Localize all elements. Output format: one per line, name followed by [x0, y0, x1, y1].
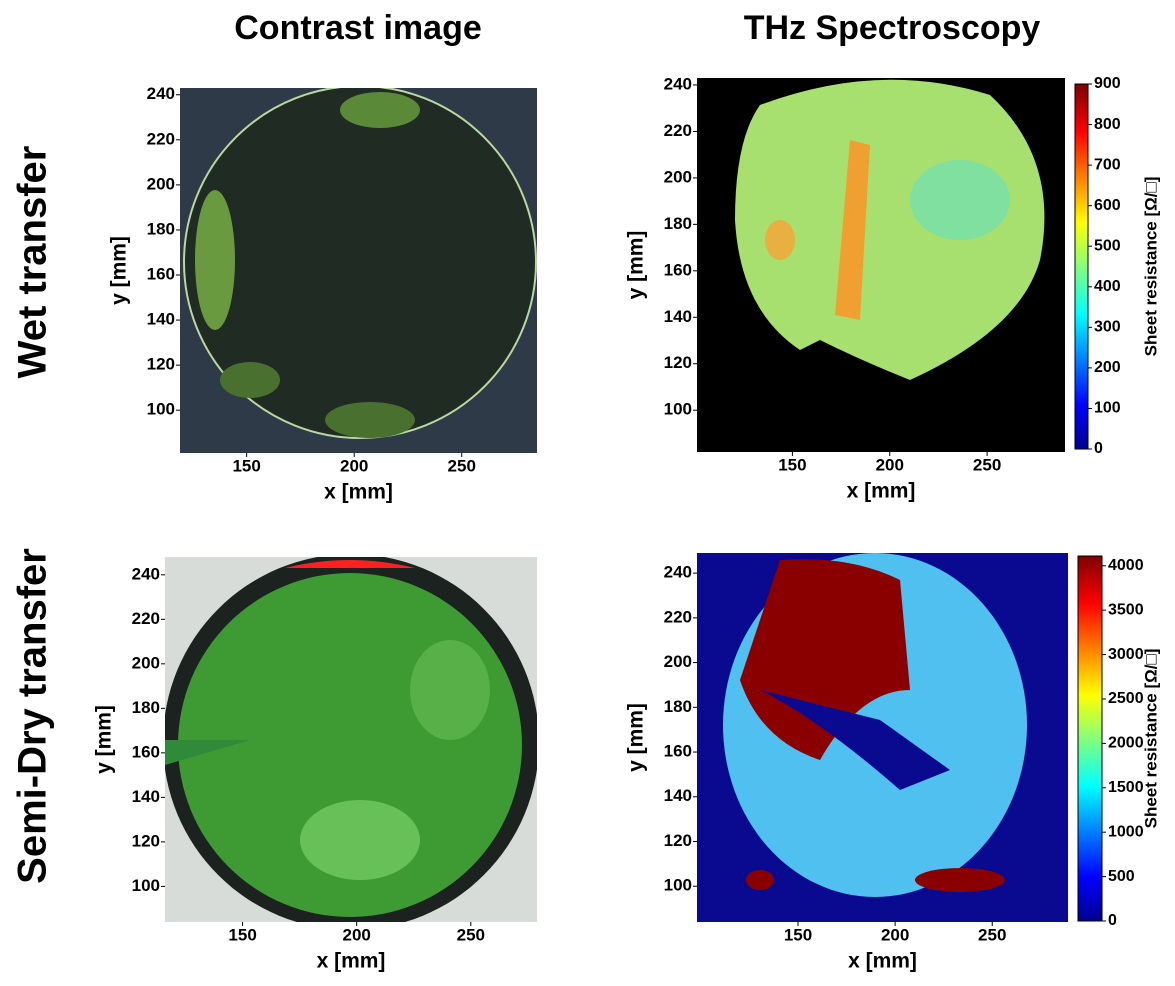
y-tick-label: 160 [664, 742, 692, 761]
y-tick-label: 240 [132, 564, 160, 583]
colorbar-tick-label: 200 [1094, 359, 1121, 376]
y-tick-label: 120 [664, 831, 692, 850]
x-tick-label: 250 [448, 456, 476, 475]
colorbar-tick-label: 0 [1094, 440, 1103, 457]
colorbar-tick-label: 500 [1094, 237, 1121, 254]
y-tick-label: 180 [664, 697, 692, 716]
x-axis-label: x [mm] [848, 950, 917, 973]
y-tick-label: 240 [664, 563, 692, 582]
colorbar [1074, 83, 1089, 450]
y-axis-label: y [mm] [108, 236, 131, 305]
x-tick-label: 250 [457, 925, 485, 944]
colorbar-label: Sheet resistance [Ω/□] [1141, 177, 1160, 357]
thz-map [697, 553, 1068, 922]
y-tick-label: 160 [132, 742, 160, 761]
colorbar-tick-label: 1000 [1108, 823, 1144, 840]
y-axis-label: y [mm] [625, 703, 648, 772]
y-tick-label: 100 [664, 400, 692, 419]
y-tick-label: 220 [132, 609, 160, 628]
x-tick-label: 150 [232, 456, 260, 475]
y-tick-label: 120 [132, 831, 160, 850]
y-tick-label: 200 [147, 174, 175, 193]
column-title: Contrast image [234, 9, 482, 47]
colorbar-tick-label: 4000 [1108, 557, 1144, 574]
x-tick-label: 150 [778, 455, 806, 474]
y-tick-label: 100 [664, 876, 692, 895]
y-tick-label: 120 [147, 355, 175, 374]
y-tick-label: 240 [147, 84, 175, 103]
x-tick-label: 200 [340, 456, 368, 475]
colorbar-tick-label: 600 [1094, 197, 1121, 214]
colorbar-tick-label: 400 [1094, 278, 1121, 295]
x-tick-label: 200 [876, 455, 904, 474]
colorbar-tick-label: 900 [1094, 75, 1121, 92]
x-axis-label: x [mm] [324, 481, 393, 504]
y-tick-label: 220 [664, 121, 692, 140]
colorbar-tick-label: 0 [1108, 912, 1117, 929]
colorbar-tick-label: 500 [1108, 868, 1135, 885]
y-tick-label: 180 [664, 214, 692, 233]
y-tick-label: 100 [147, 400, 175, 419]
x-tick-label: 200 [343, 925, 371, 944]
colorbar-tick-label: 100 [1094, 400, 1121, 417]
row-title: Wet transfer [11, 146, 55, 379]
y-tick-label: 140 [664, 307, 692, 326]
y-tick-label: 160 [664, 260, 692, 279]
colorbar-label: Sheet resistance [Ω/□] [1141, 649, 1160, 829]
colorbar [1077, 555, 1103, 922]
contrast-image [165, 557, 537, 922]
colorbar-tick-label: 2500 [1108, 690, 1144, 707]
colorbar-tick-label: 3000 [1108, 646, 1144, 663]
colorbar-tick-label: 3500 [1108, 601, 1144, 618]
contrast-image [180, 88, 537, 453]
x-tick-label: 250 [973, 455, 1001, 474]
y-tick-label: 220 [664, 607, 692, 626]
y-axis-label: y [mm] [625, 231, 648, 300]
y-axis-label: y [mm] [93, 705, 116, 774]
y-tick-label: 140 [664, 786, 692, 805]
colorbar-tick-label: 700 [1094, 156, 1121, 173]
thz-map [697, 78, 1065, 452]
x-axis-label: x [mm] [317, 950, 386, 973]
x-tick-label: 150 [784, 925, 812, 944]
y-tick-label: 140 [147, 310, 175, 329]
y-tick-label: 140 [132, 787, 160, 806]
x-tick-label: 150 [228, 925, 256, 944]
x-axis-label: x [mm] [847, 480, 916, 503]
y-tick-label: 200 [132, 653, 160, 672]
y-tick-label: 220 [147, 129, 175, 148]
x-tick-label: 200 [881, 925, 909, 944]
x-tick-label: 250 [978, 925, 1006, 944]
y-tick-label: 180 [132, 698, 160, 717]
y-tick-label: 120 [664, 353, 692, 372]
y-tick-label: 180 [147, 219, 175, 238]
colorbar-tick-label: 800 [1094, 116, 1121, 133]
y-tick-label: 100 [132, 876, 160, 895]
y-tick-label: 200 [664, 167, 692, 186]
column-title: THz Spectroscopy [744, 9, 1041, 47]
y-tick-label: 200 [664, 652, 692, 671]
colorbar-tick-label: 2000 [1108, 735, 1144, 752]
y-tick-label: 240 [664, 74, 692, 93]
colorbar-tick-label: 300 [1094, 319, 1121, 336]
row-title: Semi-Dry transfer [11, 548, 55, 884]
colorbar-tick-label: 1500 [1108, 779, 1144, 796]
y-tick-label: 160 [147, 264, 175, 283]
